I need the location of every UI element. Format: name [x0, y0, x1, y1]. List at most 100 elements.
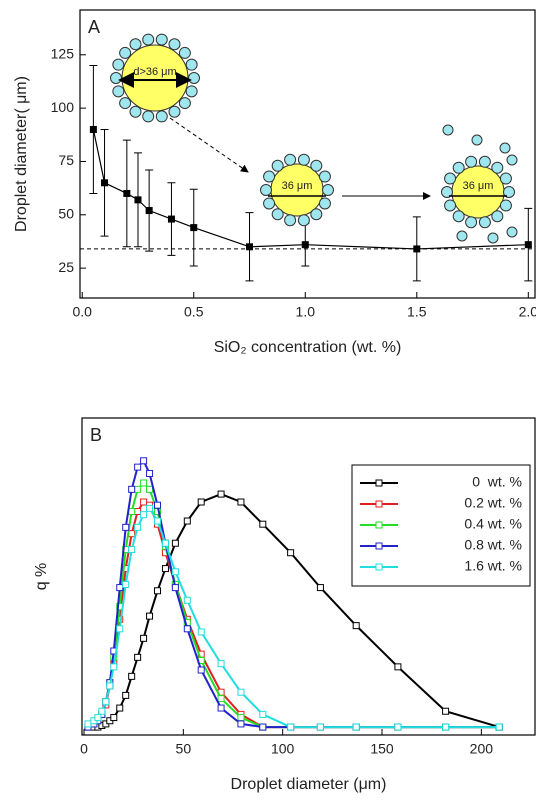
- y-tick-label: 50: [58, 206, 74, 222]
- data-point: [110, 714, 118, 722]
- particle: [168, 38, 181, 51]
- y-axis-label: q %: [33, 563, 50, 591]
- particle: [465, 216, 478, 229]
- free-particle: [442, 124, 454, 136]
- data-point: [146, 504, 154, 512]
- data-point: [134, 653, 142, 661]
- data-point: [246, 243, 254, 251]
- data-point: [140, 511, 148, 519]
- data-point: [217, 490, 225, 498]
- particle: [112, 58, 125, 71]
- data-point: [524, 241, 532, 249]
- data-point: [140, 634, 148, 642]
- particle: [452, 210, 465, 223]
- particle: [129, 105, 142, 118]
- legend-marker: [375, 521, 383, 529]
- particle: [465, 155, 478, 168]
- free-particle: [487, 232, 499, 244]
- data-point: [161, 539, 169, 547]
- particle: [263, 197, 276, 210]
- y-tick-label: 75: [58, 152, 74, 168]
- x-tick-label: 150: [370, 741, 394, 757]
- data-point: [94, 714, 102, 722]
- particle: [491, 161, 504, 174]
- legend-marker: [375, 563, 383, 571]
- data-point: [197, 498, 205, 506]
- y-tick-label: 100: [51, 99, 75, 115]
- particle: [263, 170, 276, 183]
- data-point: [237, 714, 245, 722]
- data-point: [128, 546, 136, 554]
- free-particle: [471, 134, 483, 146]
- data-point: [134, 485, 142, 493]
- data-point: [89, 125, 97, 133]
- data-point: [316, 723, 324, 731]
- particle: [178, 46, 191, 59]
- data-point: [259, 710, 267, 718]
- data-point: [413, 245, 421, 253]
- data-point: [123, 189, 131, 197]
- particle: [441, 186, 453, 198]
- data-point: [140, 479, 148, 487]
- data-point: [98, 707, 106, 715]
- particle: [142, 110, 155, 123]
- data-point: [134, 523, 142, 531]
- particle: [310, 208, 323, 221]
- particle: [119, 97, 132, 110]
- data-point: [128, 485, 136, 493]
- particle: [119, 46, 132, 59]
- data-point: [122, 691, 130, 699]
- data-point: [352, 622, 360, 630]
- particle: [260, 184, 272, 196]
- data-point: [442, 723, 450, 731]
- particle: [155, 33, 168, 46]
- x-tick-label: 0.5: [184, 304, 204, 320]
- particle: [478, 155, 491, 168]
- x-tick-label: 1.5: [407, 304, 427, 320]
- x-tick-label: 50: [176, 741, 192, 757]
- data-point: [167, 215, 175, 223]
- data-point: [84, 720, 92, 728]
- legend-label: 0.2 wt. %: [464, 495, 522, 511]
- free-particle: [456, 230, 468, 242]
- data-point: [237, 720, 245, 728]
- particle: [284, 214, 297, 227]
- particle: [318, 170, 331, 183]
- particle: [297, 214, 310, 227]
- particle: [444, 172, 457, 185]
- data-point: [154, 587, 161, 595]
- data-point: [128, 672, 136, 680]
- legend-marker: [375, 500, 383, 508]
- data-point: [442, 707, 450, 715]
- plot-frame: [81, 417, 536, 736]
- data-point: [237, 688, 245, 696]
- particle: [478, 216, 491, 229]
- particle: [284, 153, 297, 166]
- particle: [322, 184, 334, 196]
- data-point: [217, 660, 225, 668]
- x-tick-label: 0: [80, 741, 88, 757]
- data-point: [197, 666, 205, 674]
- particle: [271, 159, 284, 172]
- particle: [499, 199, 512, 212]
- x-tick-label: 100: [271, 741, 295, 757]
- particle: [168, 105, 181, 118]
- annotation: d>36 μm: [133, 66, 176, 78]
- legend-label: 0.8 wt. %: [464, 537, 522, 553]
- particle: [452, 161, 465, 174]
- particle: [112, 85, 125, 98]
- data-point: [301, 241, 309, 249]
- data-point: [154, 501, 161, 509]
- x-tick-label: 0.0: [72, 304, 92, 320]
- plot-frame: [79, 9, 536, 299]
- panel-label: B: [90, 425, 102, 445]
- data-point: [316, 584, 324, 592]
- data-point: [394, 663, 402, 671]
- data-point: [237, 498, 245, 506]
- data-point: [161, 565, 169, 573]
- x-tick-label: 2.0: [519, 304, 536, 320]
- data-point: [171, 568, 179, 576]
- data-point: [116, 584, 124, 592]
- y-axis-label: Droplet diameter( μm): [13, 76, 30, 232]
